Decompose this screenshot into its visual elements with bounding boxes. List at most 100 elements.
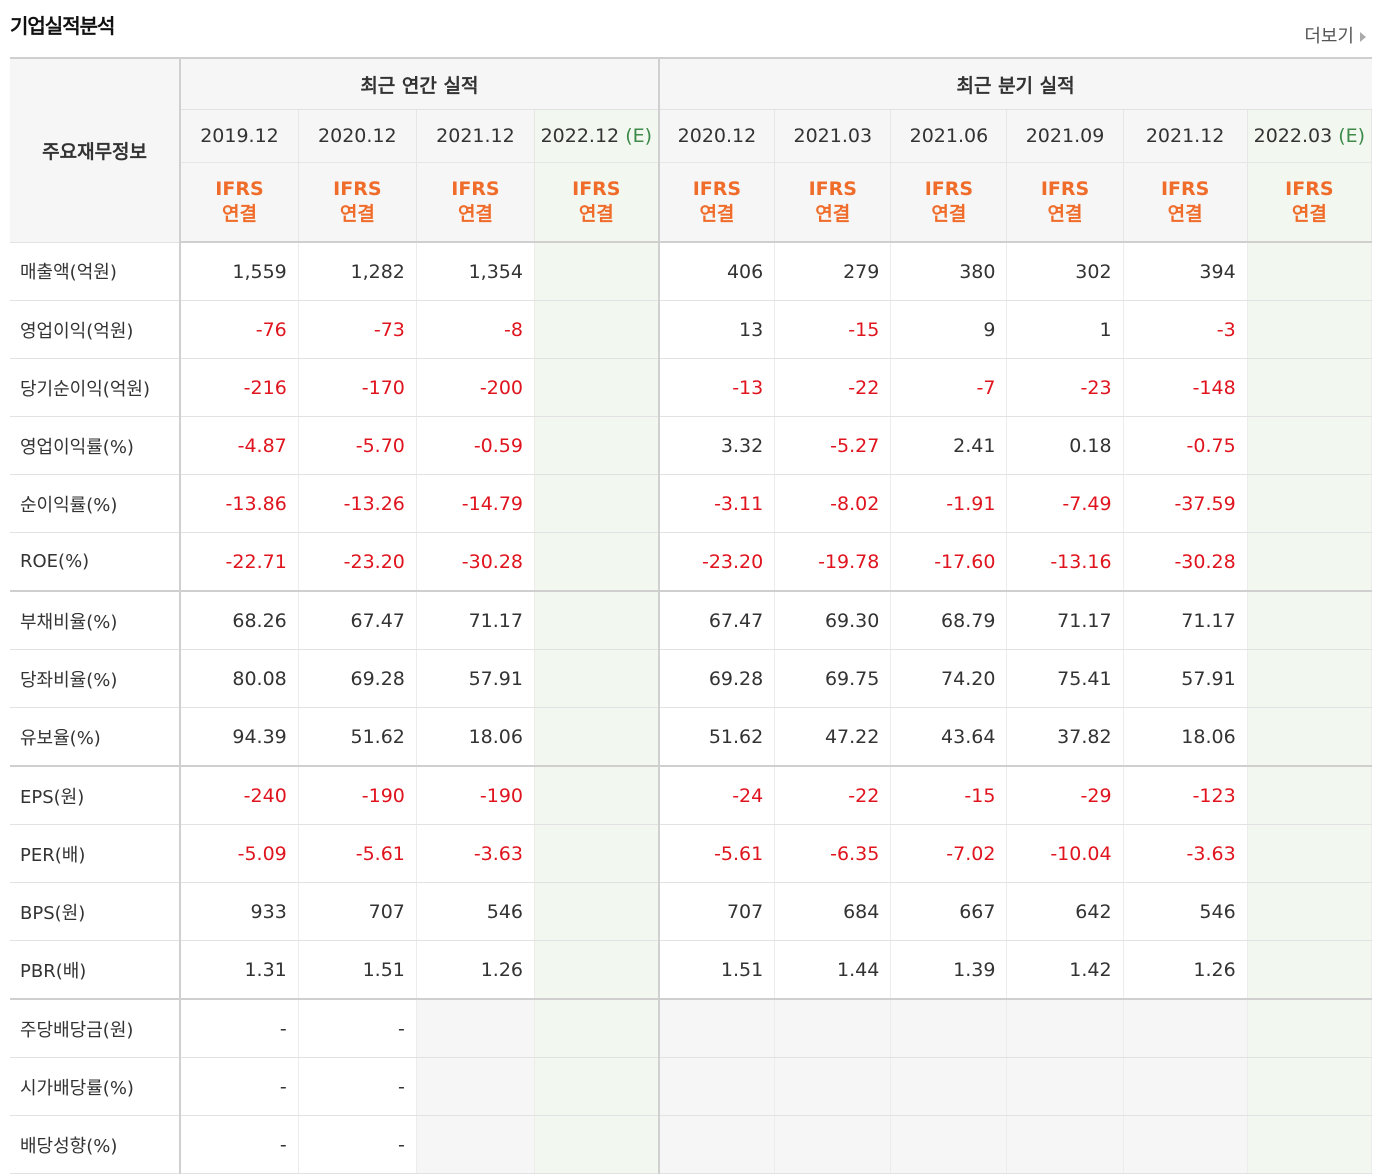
table-cell: -3 [1123,300,1248,359]
table-cell: 74.20 [890,649,1008,708]
table-cell [1123,1057,1248,1116]
row-label: 부채비율(%) [10,591,182,650]
table-cell [1247,591,1373,650]
table-cell [1006,1115,1124,1174]
table-cell: -7.02 [890,824,1008,883]
table-cell: -73 [298,300,417,359]
period-header: 2021.09 [1006,109,1124,163]
table-cell [1247,300,1373,359]
table-cell [416,999,536,1058]
ifrs-header: IFRS 연결 [890,162,1008,243]
table-cell [1247,1115,1373,1174]
consolidated-label: 연결 [339,203,375,225]
consolidated-label: 연결 [1047,203,1083,225]
table-cell: 67.47 [657,591,776,650]
table-cell: 57.91 [1123,649,1248,708]
period-header: 2020.12 [657,109,776,163]
consolidated-label: 연결 [1291,203,1327,225]
table-cell: -19.78 [774,532,892,592]
table-cell: 707 [657,882,776,941]
section-title: 기업실적분석 [10,14,115,38]
table-cell: - [298,1057,417,1116]
table-cell [1247,766,1373,825]
more-link[interactable]: 더보기 [1304,22,1366,48]
table-cell: 302 [1006,242,1124,301]
consolidated-label: 연결 [221,203,257,225]
table-cell [416,1057,536,1116]
ifrs-label: IFRS [1040,178,1090,200]
table-cell: - [298,1115,417,1174]
consolidated-label: 연결 [457,203,493,225]
table-cell: 69.28 [657,649,776,708]
table-cell: -14.79 [416,474,536,533]
ifrs-label: IFRS [451,178,500,200]
table-cell [534,882,660,941]
table-cell: 1,354 [416,242,536,301]
table-cell [534,532,660,592]
row-label: 주당배당금(원) [10,999,182,1058]
ifrs-label: IFRS [924,178,974,200]
table-cell: -13.16 [1006,532,1124,592]
table-cell: 80.08 [180,649,299,708]
consolidated-label: 연결 [815,203,851,225]
table-cell [534,707,660,767]
table-cell: 71.17 [1006,591,1124,650]
table-row: BPS(원) 933 707 546 707 684 667 642 546 [10,882,1373,941]
table-cell: -5.27 [774,416,892,475]
ifrs-header: IFRS 연결 [1247,162,1373,243]
table-cell: -4.87 [180,416,299,475]
table-cell [534,416,660,475]
table-cell: 546 [416,882,536,941]
ifrs-label: IFRS [692,178,742,200]
table-cell: -37.59 [1123,474,1248,533]
period-label: 2022.12 [540,125,620,147]
period-header: 2021.12 [416,109,536,163]
table-cell [534,1115,660,1174]
table-cell: -216 [180,358,299,417]
table-cell: -76 [180,300,299,359]
table-cell: 1.31 [180,940,299,1000]
consolidated-label: 연결 [1167,203,1203,225]
row-label: 영업이익(억원) [10,300,182,359]
table-cell: -23.20 [298,532,417,592]
period-header: 2022.03 (E) [1247,109,1373,163]
table-cell: -15 [774,300,892,359]
table-cell: 51.62 [657,707,776,767]
period-label: 2021.09 [1025,125,1105,147]
table-cell [890,1057,1008,1116]
table-cell [1247,882,1373,941]
table-cell: 69.30 [774,591,892,650]
table-row: 영업이익률(%) -4.87 -5.70 -0.59 3.32 -5.27 2.41 0.18… [10,416,1373,475]
table-cell [1123,1115,1248,1174]
table-cell: 933 [180,882,299,941]
table-cell: 18.06 [416,707,536,767]
table-cell [1247,940,1373,1000]
ifrs-label: IFRS [1285,178,1334,200]
period-header: 2019.12 [180,109,299,163]
period-header: 2021.06 [890,109,1008,163]
financial-table: 주요재무정보 최근 연간 실적 최근 분기 실적 2019.12 2020.12 2… [10,57,1373,1174]
table-cell: -0.75 [1123,416,1248,475]
table-cell: -3.63 [416,824,536,883]
ifrs-header: IFRS 연결 [534,162,660,243]
table-cell: -1.91 [890,474,1008,533]
period-label: 2021.12 [1145,125,1225,147]
table-cell [534,824,660,883]
table-cell: -190 [416,766,536,825]
table-cell [774,999,892,1058]
table-row: 주당배당금(원) - - [10,999,1373,1058]
table-cell: -13.26 [298,474,417,533]
table-cell: 3.32 [657,416,776,475]
table-cell: 1.42 [1006,940,1124,1000]
table-cell: -23 [1006,358,1124,417]
group-header-quarter: 최근 분기 실적 [657,57,1372,110]
period-label: 2020.12 [677,125,757,147]
table-cell: -7.49 [1006,474,1124,533]
table-cell: 47.22 [774,707,892,767]
table-row: 매출액(억원) 1,559 1,282 1,354 406 279 380 302 394 [10,242,1373,301]
table-cell: -10.04 [1006,824,1124,883]
table-cell: 69.28 [298,649,417,708]
table-cell: -30.28 [416,532,536,592]
table-cell [657,1115,776,1174]
table-cell: 68.79 [890,591,1008,650]
